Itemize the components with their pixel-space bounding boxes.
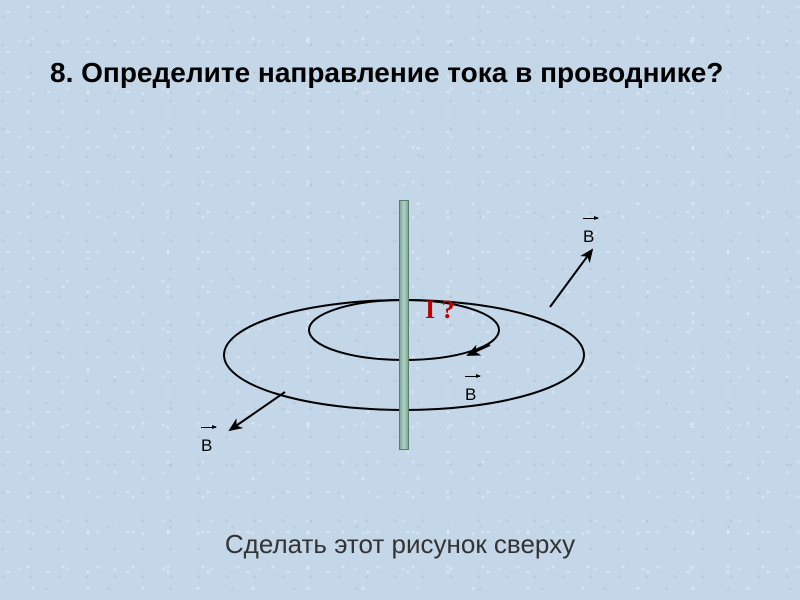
b-label-1: B [201,436,212,456]
vector-arrow-icon [465,376,480,377]
question-text: 8. Определите направление тока в проводн… [50,55,723,91]
b-label-2: B [465,385,476,405]
b-arrow-inner [468,345,490,355]
b-arrow-upper-right [550,250,592,307]
question-number: 8. [50,57,73,88]
b-arrow-lower-left [230,392,285,430]
vector-arrow-icon [201,427,216,428]
vector-arrow-icon [583,218,598,219]
conductor-rod [399,200,409,450]
question-body: Определите направление тока в проводнике… [81,57,723,88]
diagram: I ? B B B [150,190,650,470]
b-label-3: B [583,227,594,247]
current-label: I ? [425,295,455,325]
caption-text: Сделать этот рисунок сверху [0,529,800,560]
